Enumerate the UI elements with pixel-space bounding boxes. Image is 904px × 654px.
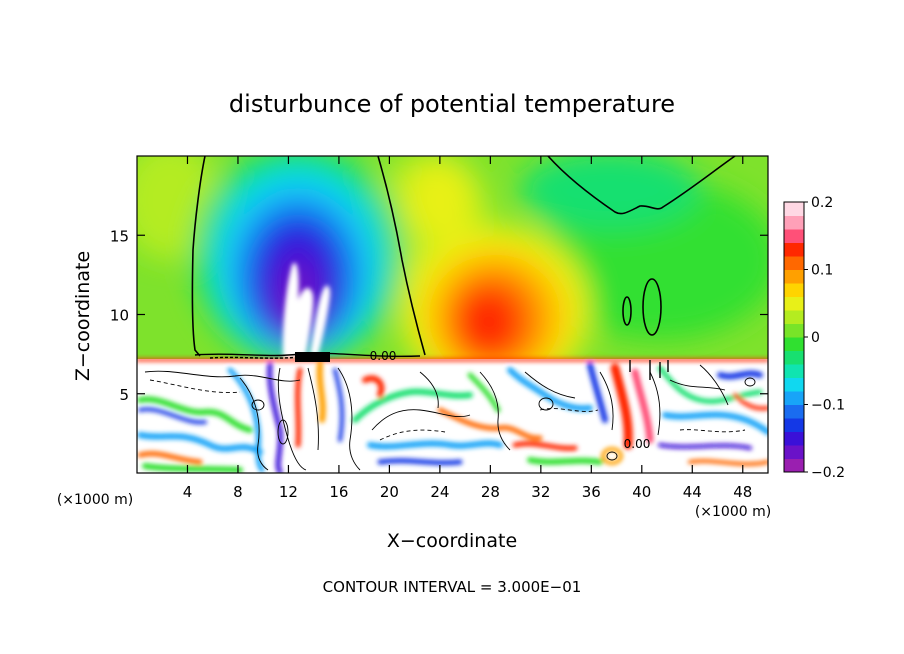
colorbar: 0.2 0.1 0 −0.1 −0.2: [783, 195, 845, 481]
colorbar-tick-label: −0.1: [811, 398, 845, 414]
x-tick-label: 12: [279, 483, 298, 501]
colorbar-swatch: [784, 269, 804, 284]
contour-interval-footer: CONTOUR INTERVAL = 3.000E−01: [323, 578, 582, 596]
y-tick-label: 10: [110, 307, 129, 325]
x-tick-label: 48: [733, 483, 752, 501]
colorbar-swatch: [784, 458, 804, 473]
colorbar-swatch: [784, 323, 804, 338]
chart-title: disturbunce of potential temperature: [229, 90, 675, 118]
colorbar-swatch: [784, 364, 804, 378]
colorbar-tick-label: 0.2: [811, 195, 833, 211]
colorbar-swatch: [784, 202, 804, 216]
boundary-layer-bands: [137, 358, 768, 473]
colorbar-swatch: [784, 445, 804, 459]
colorbar-swatch: [784, 431, 804, 446]
x-axis: 4 8 12 16 20 24 28 32 36 40 44 48: [183, 156, 752, 501]
contour-label: 0.00: [370, 349, 397, 363]
boundary-layer-contours: [144, 364, 756, 471]
colorbar-tick-label: −0.2: [811, 465, 845, 481]
colorbar-swatch: [784, 337, 804, 351]
colorbar-swatch: [784, 350, 804, 365]
upper-contours: [191, 156, 736, 357]
x-unit-left: (×1000 m): [57, 492, 133, 508]
plot-area: 0.00 0.00: [137, 156, 768, 473]
x-tick-label: 8: [233, 483, 243, 501]
colorbar-swatch: [784, 391, 804, 405]
contour-label: 0.00: [624, 437, 651, 451]
y-tick-label: 15: [110, 227, 129, 245]
colorbar-swatch: [784, 296, 804, 311]
colorbar-swatch: [784, 404, 804, 419]
x-tick-label: 44: [683, 483, 702, 501]
x-tick-label: 4: [183, 483, 193, 501]
x-tick-label: 20: [380, 483, 399, 501]
colorbar-swatch: [784, 418, 804, 432]
x-tick-label: 28: [481, 483, 500, 501]
colorbar-swatch: [784, 229, 804, 243]
colorbar-swatch: [784, 377, 804, 392]
x-unit-right: (×1000 m): [695, 504, 771, 520]
colorbar-swatch: [784, 215, 804, 230]
x-tick-label: 36: [582, 483, 601, 501]
y-axis: 5 10 15: [110, 227, 768, 404]
x-axis-label: X−coordinate: [387, 530, 517, 552]
colorbar-swatch: [784, 256, 804, 270]
colorbar-swatch: [784, 310, 804, 324]
x-tick-label: 32: [531, 483, 550, 501]
colorbar-tick-label: 0: [811, 330, 820, 346]
colorbar-tick-label: 0.1: [811, 263, 833, 279]
x-tick-label: 24: [430, 483, 449, 501]
colorbar-swatch: [784, 283, 804, 297]
x-tick-label: 16: [329, 483, 348, 501]
upper-field: [137, 156, 768, 395]
upper-field-detail: [282, 262, 331, 360]
interface-contours: [194, 352, 669, 380]
colorbar-swatch: [784, 242, 804, 257]
x-tick-label: 40: [632, 483, 651, 501]
y-tick-label: 5: [119, 386, 129, 404]
y-axis-label: Z−coordinate: [72, 251, 94, 381]
